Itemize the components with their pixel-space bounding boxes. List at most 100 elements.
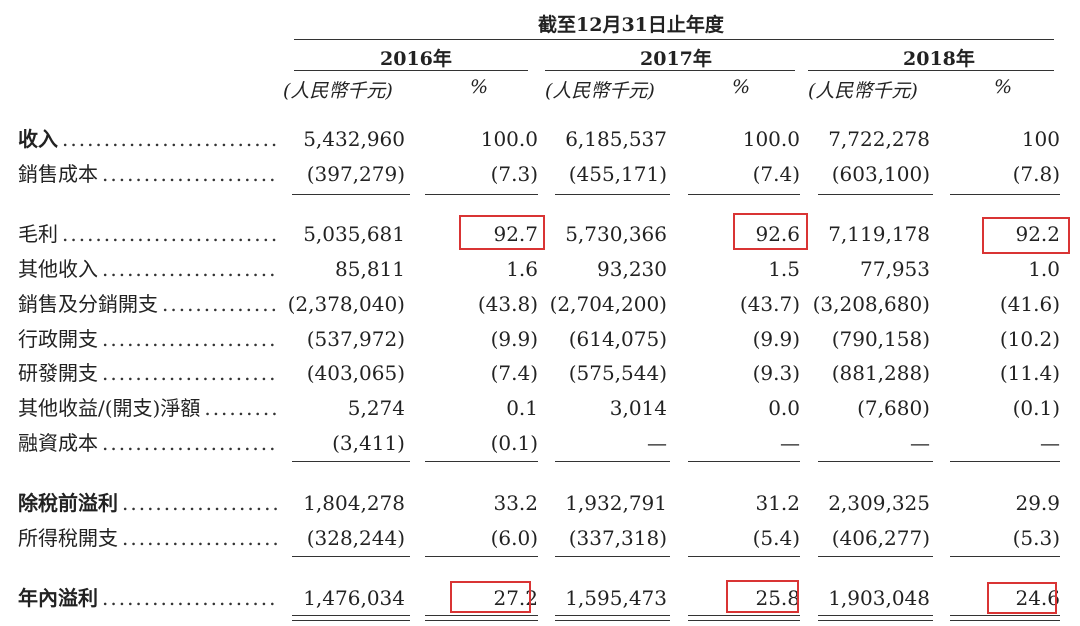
- subtotal-rule: [425, 461, 538, 462]
- row-label-text: 年內溢利: [18, 586, 98, 610]
- amount-2018-cell: (603,100): [831, 162, 930, 186]
- leader-dots: ........................................…: [204, 396, 278, 420]
- pct-2018-cell: 100: [1021, 127, 1060, 151]
- pct-label-2018: %: [994, 76, 1013, 98]
- table-row: 銷售成本....................................…: [0, 159, 1080, 193]
- leader-dots: ........................................…: [102, 257, 278, 281]
- pct-2016-cell: 92.7: [493, 222, 538, 246]
- pct-2018-cell: (10.2): [999, 327, 1060, 351]
- pct-2016-cell: 33.2: [493, 491, 538, 515]
- amount-2018-cell: (881,288): [831, 361, 930, 385]
- year-rule-2018: [808, 70, 1054, 71]
- leader-dots: ........................................…: [102, 162, 278, 186]
- leader-dots: ........................................…: [62, 222, 278, 246]
- row-label-text: 毛利: [18, 222, 58, 246]
- amount-2016-cell: 85,811: [335, 257, 405, 281]
- leader-dots: ........................................…: [122, 526, 278, 550]
- row-label: 其他收入....................................…: [18, 254, 278, 284]
- pct-2017-cell: 92.6: [755, 222, 800, 246]
- pct-2016-cell: 1.6: [506, 257, 538, 281]
- amount-2017-cell: 1,595,473: [565, 586, 667, 610]
- subtotal-rule: [292, 194, 410, 195]
- leader-dots: ........................................…: [102, 431, 278, 455]
- amount-2016-cell: (3,411): [332, 431, 405, 455]
- table-row: 行政開支....................................…: [0, 324, 1080, 358]
- amount-2016-cell: 1,804,278: [303, 491, 405, 515]
- amount-2018-cell: (7,680): [857, 396, 930, 420]
- year-header-2018: 2018年: [903, 48, 975, 70]
- pct-2018-cell: (11.4): [999, 361, 1060, 385]
- amount-2017-cell: —: [647, 431, 667, 455]
- pct-2016-cell: (43.8): [477, 292, 538, 316]
- subtotal-rule: [555, 461, 670, 462]
- amount-2017-cell: 93,230: [597, 257, 667, 281]
- pct-2016-cell: (7.4): [490, 361, 538, 385]
- pct-2016-cell: (0.1): [490, 431, 538, 455]
- total-double-rule: [555, 615, 670, 621]
- total-double-rule: [292, 615, 410, 621]
- row-label: 所得稅開支...................................…: [18, 523, 278, 553]
- year-rule-2017: [545, 70, 795, 71]
- amount-2016-cell: (2,378,040): [287, 292, 405, 316]
- row-label: 其他收益/(開支)淨額.............................…: [18, 393, 278, 423]
- subtotal-rule: [425, 194, 538, 195]
- table-row: 融資成本....................................…: [0, 428, 1080, 462]
- total-double-rule: [950, 615, 1060, 621]
- total-double-rule: [818, 615, 933, 621]
- amount-2016-cell: 5,274: [347, 396, 405, 420]
- pct-2017-cell: (9.9): [752, 327, 800, 351]
- unit-label-2017: (人民幣千元): [545, 80, 655, 102]
- amount-2018-cell: 2,309,325: [828, 491, 930, 515]
- subtotal-rule: [688, 556, 800, 557]
- pct-2018-cell: (0.1): [1012, 396, 1060, 420]
- amount-2016-cell: (397,279): [306, 162, 405, 186]
- pct-2017-cell: —: [780, 431, 800, 455]
- amount-2017-cell: 3,014: [609, 396, 667, 420]
- amount-2017-cell: (455,171): [568, 162, 667, 186]
- amount-2017-cell: (2,704,200): [549, 292, 667, 316]
- amount-2016-cell: 5,432,960: [303, 127, 405, 151]
- row-label: 研發開支....................................…: [18, 358, 278, 388]
- amount-2018-cell: 7,722,278: [828, 127, 930, 151]
- subtotal-rule: [688, 194, 800, 195]
- pct-2016-cell: (9.9): [490, 327, 538, 351]
- table-row: 所得稅開支...................................…: [0, 523, 1080, 557]
- subtotal-rule: [555, 194, 670, 195]
- amount-2018-cell: 1,903,048: [828, 586, 930, 610]
- total-double-rule: [688, 615, 800, 621]
- pct-2018-cell: (5.3): [1012, 526, 1060, 550]
- subtotal-rule: [818, 461, 933, 462]
- row-label-text: 行政開支: [18, 327, 98, 351]
- subtotal-rule: [818, 556, 933, 557]
- leader-dots: ........................................…: [162, 292, 278, 316]
- row-label-text: 其他收益/(開支)淨額: [18, 396, 201, 420]
- subtotal-rule: [555, 556, 670, 557]
- header-rule: [294, 39, 1054, 40]
- row-label-text: 其他收入: [18, 257, 98, 281]
- pct-2017-cell: 0.0: [768, 396, 800, 420]
- row-label-text: 研發開支: [18, 361, 98, 385]
- subtotal-rule: [425, 556, 538, 557]
- subtotal-rule: [292, 556, 410, 557]
- row-label-text: 融資成本: [18, 431, 98, 455]
- leader-dots: ........................................…: [102, 586, 278, 610]
- row-label-text: 除稅前溢利: [18, 491, 118, 515]
- pct-2017-cell: 1.5: [768, 257, 800, 281]
- pct-2018-cell: (7.8): [1012, 162, 1060, 186]
- subtotal-rule: [950, 194, 1060, 195]
- pct-label-2016: %: [470, 76, 489, 98]
- row-label-text: 銷售及分銷開支: [18, 292, 158, 316]
- pct-2017-cell: (43.7): [739, 292, 800, 316]
- subtotal-rule: [950, 461, 1060, 462]
- pct-2017-cell: 31.2: [755, 491, 800, 515]
- amount-2017-cell: 5,730,366: [565, 222, 667, 246]
- pct-2017-cell: (7.4): [752, 162, 800, 186]
- table-row: 其他收入....................................…: [0, 254, 1080, 288]
- amount-2016-cell: (537,972): [306, 327, 405, 351]
- pct-2018-cell: —: [1040, 431, 1060, 455]
- amount-2018-cell: 77,953: [860, 257, 930, 281]
- amount-2016-cell: 1,476,034: [303, 586, 405, 610]
- year-header-2016: 2016年: [380, 48, 452, 70]
- row-label: 毛利......................................…: [18, 219, 278, 249]
- row-label: 行政開支....................................…: [18, 324, 278, 354]
